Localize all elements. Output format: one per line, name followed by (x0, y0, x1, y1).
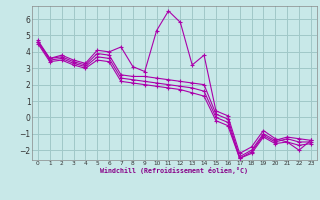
X-axis label: Windchill (Refroidissement éolien,°C): Windchill (Refroidissement éolien,°C) (100, 167, 248, 174)
